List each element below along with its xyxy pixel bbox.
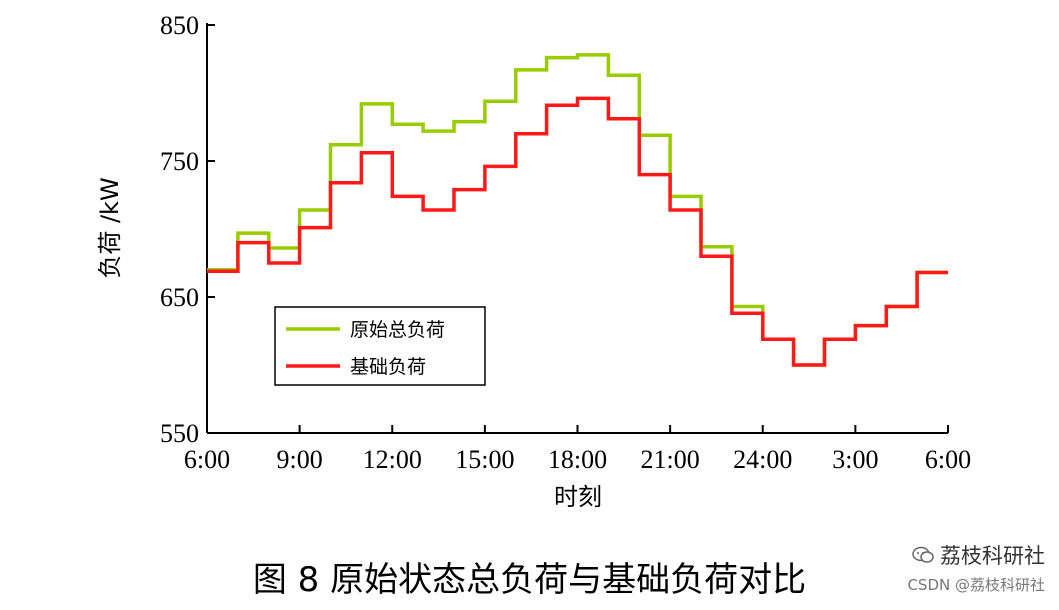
y-tick-label: 750 [160, 147, 199, 176]
x-axis-label: 时刻 [554, 483, 602, 511]
x-ticks: 6:00 9:00 12:00 15:00 18:00 21:00 24:00 3:00 6:0… [184, 425, 971, 474]
series-base-load [207, 96, 948, 367]
y-ticks: 550 650 750 850 [160, 11, 215, 448]
x-tick-label: 6:00 [925, 445, 971, 474]
figure-caption: 图 8 原始状态总负荷与基础负荷对比 [252, 560, 807, 600]
legend-box [274, 306, 486, 386]
watermark-name: 荔枝科研社 [940, 544, 1045, 568]
x-tick-label: 24:00 [733, 445, 792, 474]
x-tick-label: 18:00 [548, 445, 607, 474]
watermark-credit: CSDN @荔枝科研社 [907, 576, 1045, 594]
y-tick-label: 850 [160, 11, 199, 40]
watermark: 荔枝科研社 CSDN @荔枝科研社 [907, 540, 1045, 595]
step-line-chart: 550 650 750 850 6:00 9:00 12:00 15:00 18:00 21:0… [96, 11, 971, 511]
y-tick-label: 550 [160, 419, 199, 448]
x-tick-label: 3:00 [832, 445, 878, 474]
x-tick-label: 6:00 [184, 445, 230, 474]
legend-label-original-load: 原始总负荷 [350, 319, 445, 341]
series-layer [207, 53, 948, 367]
y-tick-label: 650 [160, 283, 199, 312]
wechat-icon [912, 546, 934, 563]
y-axis-label: 负荷 /kW [96, 177, 124, 278]
legend: 原始总负荷 基础负荷 [274, 306, 486, 386]
watermark-brand: 荔枝科研社 [907, 540, 1045, 570]
x-tick-label: 12:00 [363, 445, 422, 474]
x-tick-label: 9:00 [277, 445, 323, 474]
x-tick-label: 15:00 [455, 445, 514, 474]
x-tick-label: 21:00 [641, 445, 700, 474]
legend-label-base-load: 基础负荷 [350, 356, 426, 378]
